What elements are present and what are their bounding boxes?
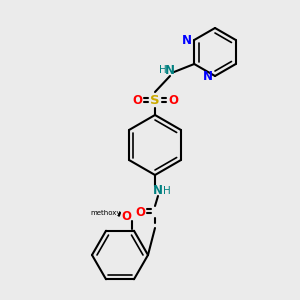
Text: N: N [153, 184, 163, 197]
Text: H: H [159, 65, 167, 75]
Text: N: N [182, 34, 192, 46]
Text: O: O [168, 94, 178, 106]
Text: methoxy: methoxy [91, 210, 121, 216]
Text: O: O [121, 210, 131, 223]
Text: H: H [163, 186, 171, 196]
Text: O: O [132, 94, 142, 106]
Text: N: N [165, 64, 175, 76]
Text: O: O [135, 206, 145, 218]
Text: N: N [203, 70, 213, 83]
Text: S: S [150, 94, 160, 106]
